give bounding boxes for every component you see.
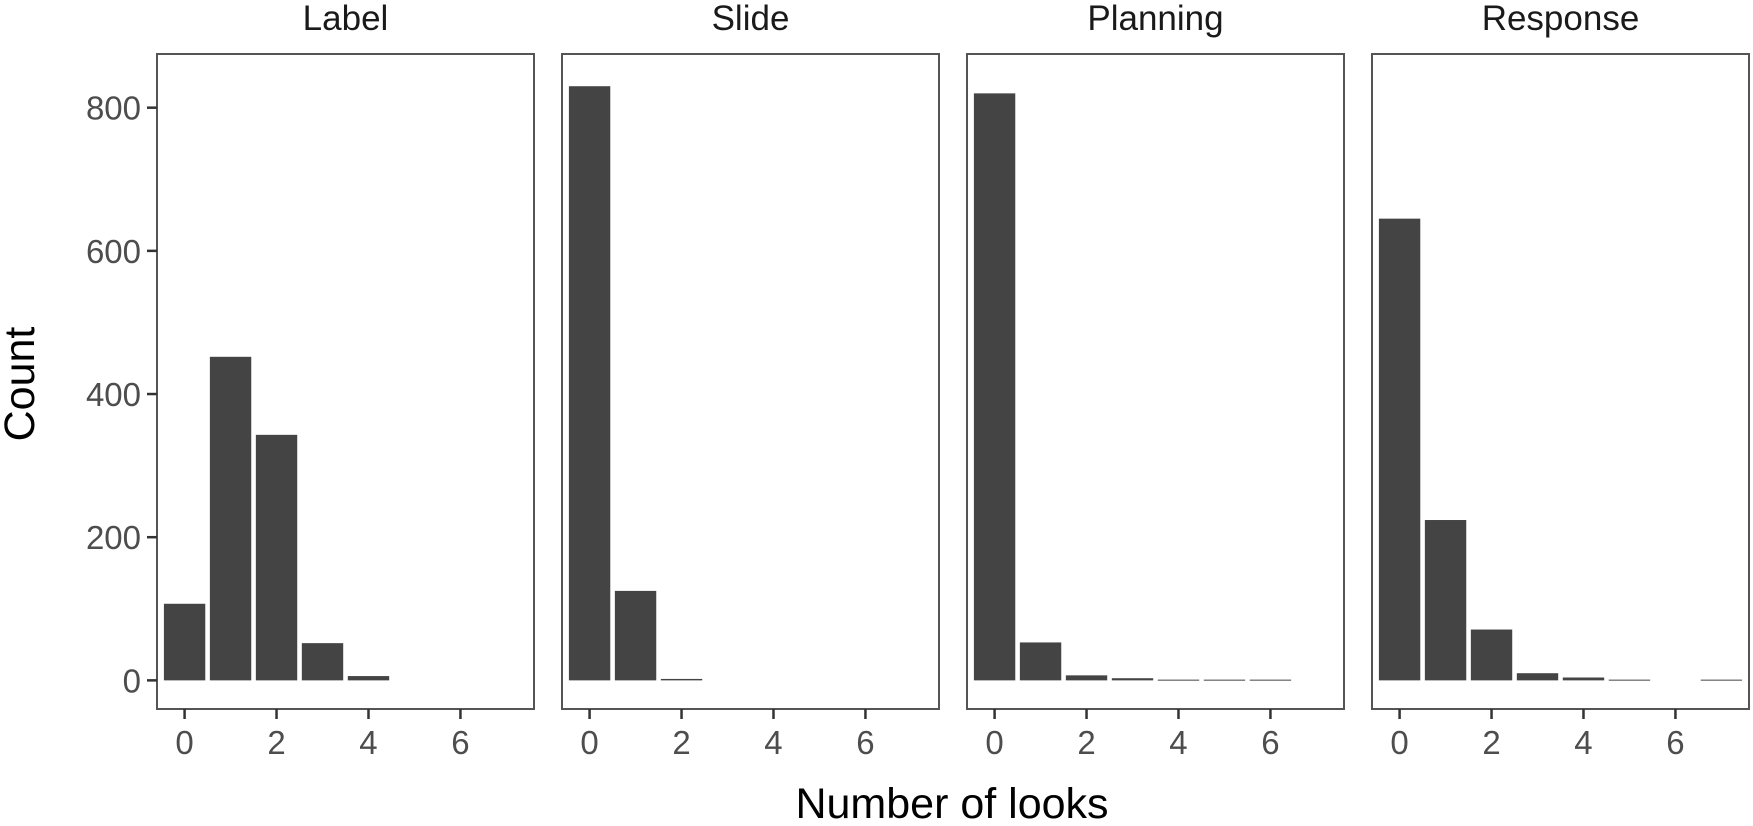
x-tick-label: 2 — [1077, 724, 1095, 761]
x-tick-label: 6 — [1666, 724, 1684, 761]
bars — [973, 93, 1292, 681]
bar — [1470, 629, 1513, 681]
facet-panel-1: Label 0 2 4 6 — [156, 0, 535, 761]
x-tick-label: 4 — [1169, 724, 1187, 761]
facet-panel-2: Slide 0 2 4 6 — [561, 0, 940, 761]
x-tick-label: 2 — [672, 724, 690, 761]
x-tick-label: 2 — [1482, 724, 1500, 761]
facet-panel-4: Response 0 2 4 6 — [1371, 0, 1750, 761]
x-tick-label: 4 — [359, 724, 377, 761]
y-tick-label: 800 — [86, 90, 141, 127]
x-axis-title: Number of looks — [795, 780, 1108, 826]
bar — [614, 590, 657, 681]
x-tick-label: 0 — [175, 724, 193, 761]
facet-title: Planning — [1087, 0, 1223, 38]
panel-border — [561, 53, 940, 710]
bar — [973, 93, 1016, 681]
x-tick-label: 4 — [1574, 724, 1592, 761]
x-tick-label: 6 — [451, 724, 469, 761]
y-axis: 0 200 400 600 800 — [86, 90, 157, 699]
bar — [1700, 679, 1743, 681]
bar — [1516, 673, 1559, 681]
bar — [1608, 679, 1651, 681]
x-tick-label: 6 — [856, 724, 874, 761]
x-tick-label: 0 — [1390, 724, 1408, 761]
bar — [1378, 218, 1421, 681]
bars — [1378, 218, 1743, 681]
facet-panel-3: Planning 0 2 4 6 — [966, 0, 1345, 761]
bar — [1424, 520, 1467, 681]
panel-border — [156, 53, 535, 710]
x-tick-label: 2 — [267, 724, 285, 761]
bar — [347, 676, 390, 681]
bar — [660, 678, 703, 681]
y-tick-label: 0 — [123, 662, 141, 699]
bar — [1203, 679, 1246, 681]
facet-title: Slide — [712, 0, 790, 38]
y-tick-label: 400 — [86, 376, 141, 413]
bar — [163, 603, 206, 681]
y-axis-title: Count — [0, 327, 44, 442]
bar — [568, 86, 611, 681]
bar — [1019, 642, 1062, 681]
bar — [1157, 679, 1200, 681]
x-tick-label: 4 — [764, 724, 782, 761]
bars — [163, 356, 390, 681]
bar — [209, 356, 252, 681]
facet-title: Response — [1482, 0, 1640, 38]
panel-border — [1371, 53, 1750, 710]
x-tick-label: 0 — [580, 724, 598, 761]
bar — [1249, 679, 1292, 681]
y-tick-label: 600 — [86, 233, 141, 270]
facet-title: Label — [303, 0, 389, 38]
bar — [1111, 678, 1154, 681]
panel-border — [966, 53, 1345, 710]
bar — [1065, 675, 1108, 681]
x-tick-label: 6 — [1261, 724, 1279, 761]
bars — [568, 86, 703, 681]
facet-panels: Label 0 2 4 6 Slide 0 2 4 6 Planning 0 2 4 6 Response 0 2… — [156, 0, 1750, 761]
y-tick-label: 200 — [86, 519, 141, 556]
bar — [1562, 677, 1605, 681]
bar — [255, 434, 298, 681]
bar — [301, 643, 344, 681]
x-tick-label: 0 — [985, 724, 1003, 761]
